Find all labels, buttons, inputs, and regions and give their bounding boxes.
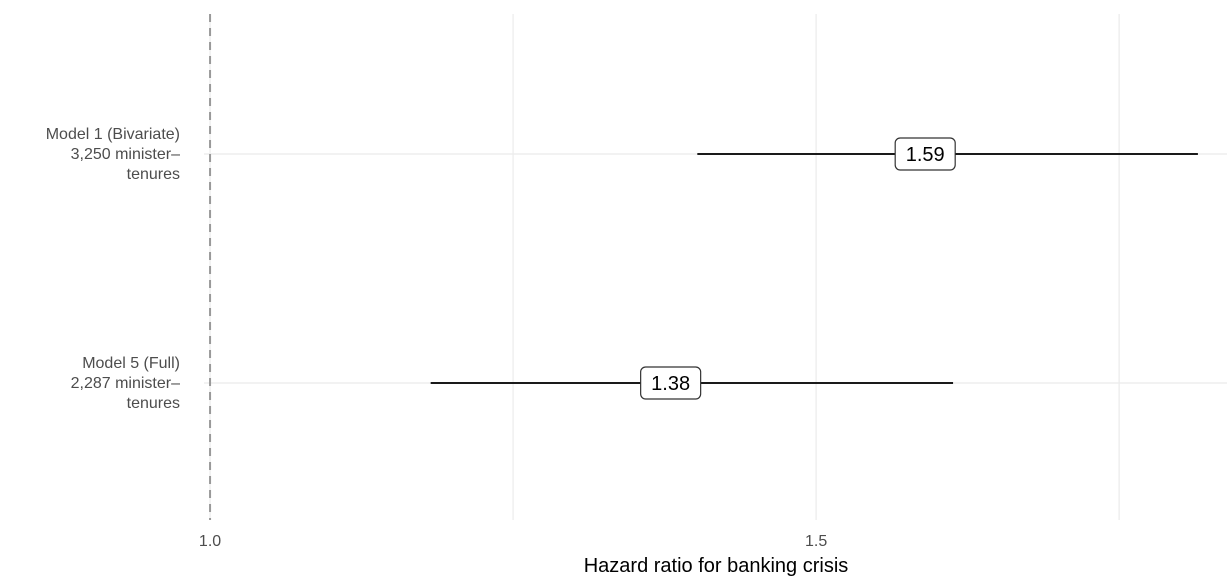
model-2-estimate-box <box>640 366 702 400</box>
model-2-label-line-2: 2,287 minister– <box>71 375 180 392</box>
model-1-estimate-label: 1.59 <box>906 144 945 166</box>
model-1-label-line-3: tenures <box>127 166 180 183</box>
y-axis-labels: Model 1 (Bivariate) 3,250 minister– tenure… <box>46 126 180 412</box>
model-1-label-line-2: 3,250 minister– <box>71 146 180 163</box>
model-1-estimate-box <box>894 137 956 171</box>
x-tick-label-0: 1.0 <box>199 533 221 550</box>
estimate-labels: 1.59 1.38 <box>640 137 956 400</box>
model-2-label-line-1: Model 5 (Full) <box>82 355 180 372</box>
x-axis-ticks: 1.0 1.5 <box>199 533 827 550</box>
x-axis-title: Hazard ratio for banking crisis <box>584 555 849 577</box>
model-2-estimate-label: 1.38 <box>651 373 690 395</box>
confidence-intervals <box>430 153 1198 384</box>
gridlines <box>204 14 1227 520</box>
model-1-label-line-1: Model 1 (Bivariate) <box>46 126 180 143</box>
x-tick-label-1: 1.5 <box>805 533 827 550</box>
model-2-label-line-3: tenures <box>127 395 180 412</box>
